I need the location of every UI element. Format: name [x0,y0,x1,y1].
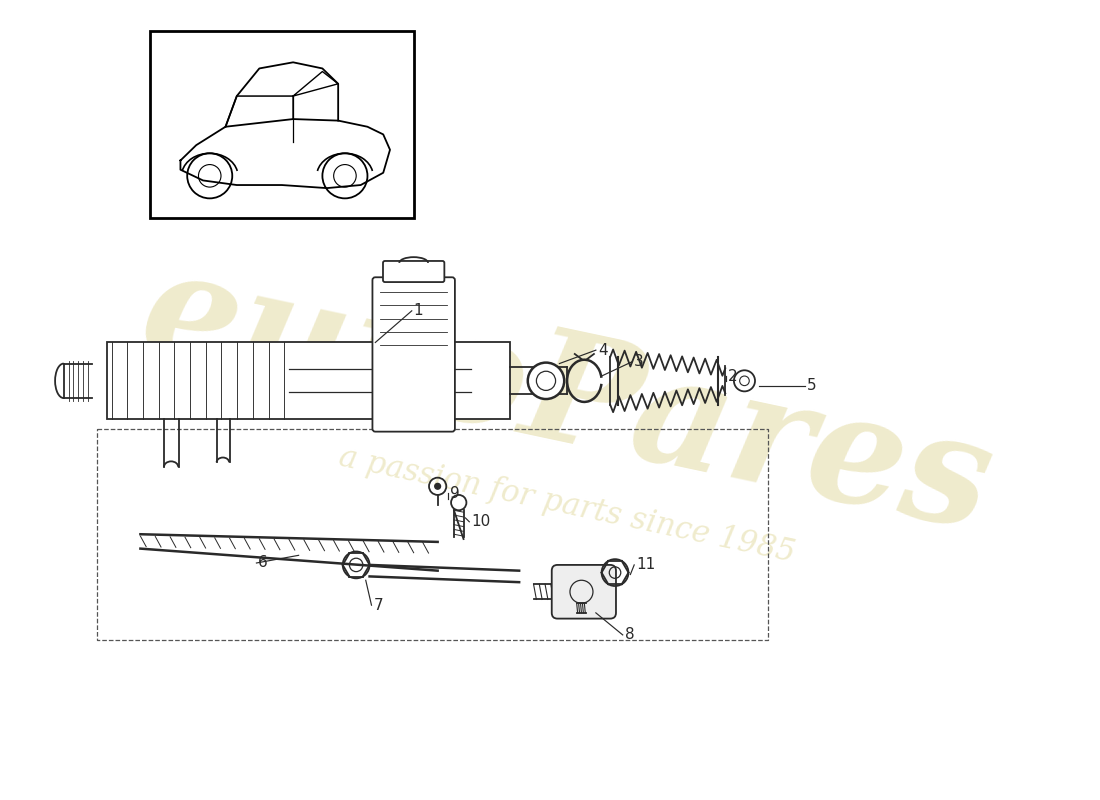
Text: 1: 1 [414,303,424,318]
Text: a passion for parts since 1985: a passion for parts since 1985 [337,442,798,569]
Text: 11: 11 [636,558,656,573]
Text: 3: 3 [635,354,643,369]
Circle shape [434,483,440,489]
Text: 6: 6 [258,555,268,570]
Text: 9: 9 [450,486,460,501]
FancyBboxPatch shape [552,565,616,618]
Bar [150,31,414,218]
Text: euroPares: euroPares [129,238,1005,562]
Ellipse shape [537,371,556,390]
Text: 8: 8 [625,627,635,642]
FancyBboxPatch shape [373,278,455,432]
FancyBboxPatch shape [383,261,444,282]
Text: 7: 7 [373,598,383,613]
Text: 5: 5 [806,378,816,393]
Text: 4: 4 [597,342,607,358]
Ellipse shape [528,362,564,399]
Text: 10: 10 [471,514,491,530]
Bar [107,342,509,419]
Text: 2: 2 [728,369,738,383]
